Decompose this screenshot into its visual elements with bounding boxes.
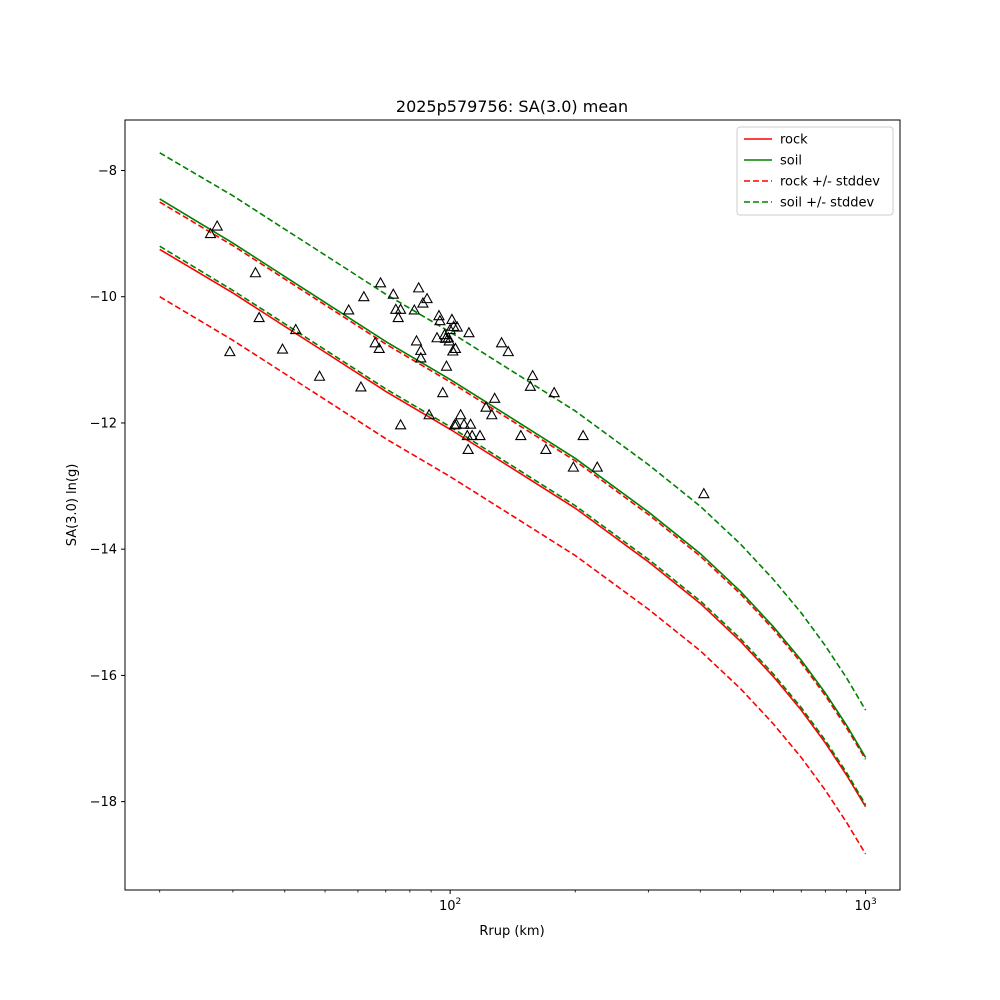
observation-point	[440, 360, 453, 371]
observation-point	[354, 380, 367, 392]
observation-point	[412, 281, 425, 293]
observation-point	[451, 320, 464, 332]
observation-point	[464, 418, 477, 429]
observation-point	[445, 313, 458, 324]
y-tick-label: −16	[90, 669, 117, 684]
observation-point	[408, 303, 421, 315]
y-tick-label: −18	[90, 795, 117, 810]
observation-point	[480, 401, 492, 412]
observation-point	[289, 323, 302, 335]
y-tick-label: −8	[98, 164, 117, 179]
observation-point	[567, 460, 580, 472]
series-line-soil-mean	[159, 198, 867, 758]
y-axis-ticks: −18 −16 −14 −12 −10 −8	[90, 164, 125, 810]
observation-point	[211, 219, 224, 231]
observation-point	[204, 227, 217, 239]
observation-point	[514, 429, 527, 441]
observation-point	[446, 344, 459, 356]
observation-point	[442, 331, 455, 343]
observation-point	[387, 288, 400, 299]
observation-point	[414, 344, 427, 355]
observations-layer	[204, 219, 710, 499]
observation-point	[444, 323, 457, 335]
observation-point	[423, 408, 436, 420]
observation-point	[466, 429, 479, 441]
observation-point	[342, 303, 355, 315]
observation-point	[449, 342, 462, 354]
observation-point	[463, 326, 475, 338]
observation-point	[488, 392, 501, 403]
observation-point	[313, 370, 326, 381]
observation-point	[454, 408, 467, 420]
observation-point	[697, 487, 710, 499]
x-axis-label: Rrup (km)	[479, 924, 544, 939]
observation-point	[577, 429, 590, 441]
observation-point	[448, 418, 461, 430]
legend-label: rock	[780, 133, 808, 148]
observation-point	[458, 418, 470, 429]
observation-point	[591, 460, 604, 472]
observation-point	[524, 380, 537, 391]
y-tick-label: −14	[90, 543, 117, 558]
legend-label: soil +/- stddev	[780, 196, 875, 211]
observation-point	[495, 336, 508, 348]
observation-point	[462, 443, 475, 455]
observation-point	[436, 386, 449, 398]
y-tick-label: −10	[90, 290, 117, 305]
observation-point	[539, 443, 552, 455]
observation-point	[502, 345, 515, 357]
observation-point	[421, 292, 433, 304]
series-line-rock-upper	[159, 201, 867, 760]
observation-point	[485, 408, 498, 420]
observation-point	[392, 311, 405, 323]
observation-point	[414, 351, 427, 363]
observation-point	[431, 331, 443, 343]
observation-point	[410, 334, 423, 346]
observation-point	[276, 342, 289, 354]
chart-title: 2025p579756: SA(3.0) mean	[396, 97, 628, 116]
x-tick-label: 102	[439, 897, 461, 914]
observation-point	[249, 266, 262, 278]
legend-label: soil	[780, 154, 802, 169]
series-line-soil-lower	[159, 245, 867, 806]
plot-frame	[124, 119, 901, 891]
observation-point	[253, 311, 266, 323]
legend: rock soil rock +/- stddev soil +/- stddev	[736, 126, 894, 216]
observation-point	[394, 418, 407, 430]
x-tick-label: 103	[854, 897, 876, 914]
observation-point	[394, 303, 407, 314]
observation-point	[450, 418, 463, 429]
y-tick-label: −12	[90, 416, 117, 431]
series-line-rock-mean	[159, 248, 867, 808]
series-layer	[159, 152, 867, 855]
observation-point	[373, 342, 386, 354]
observation-point	[433, 309, 445, 321]
x-axis-ticks: 102 103	[159, 890, 877, 914]
observation-point	[223, 345, 236, 357]
legend-label: rock +/- stddev	[780, 175, 880, 190]
series-line-soil-upper	[159, 152, 867, 711]
observation-point	[447, 320, 460, 331]
series-line-rock-lower	[159, 296, 867, 855]
observation-point	[548, 386, 561, 398]
observation-point	[443, 334, 456, 346]
legend-box	[736, 126, 894, 216]
observation-point	[474, 429, 486, 441]
y-axis-label: SA(3.0) ln(g)	[65, 464, 80, 547]
observation-point	[526, 369, 539, 381]
observation-point	[374, 276, 387, 288]
observation-point	[433, 314, 446, 326]
observation-point	[369, 336, 382, 348]
observation-point	[357, 290, 370, 302]
